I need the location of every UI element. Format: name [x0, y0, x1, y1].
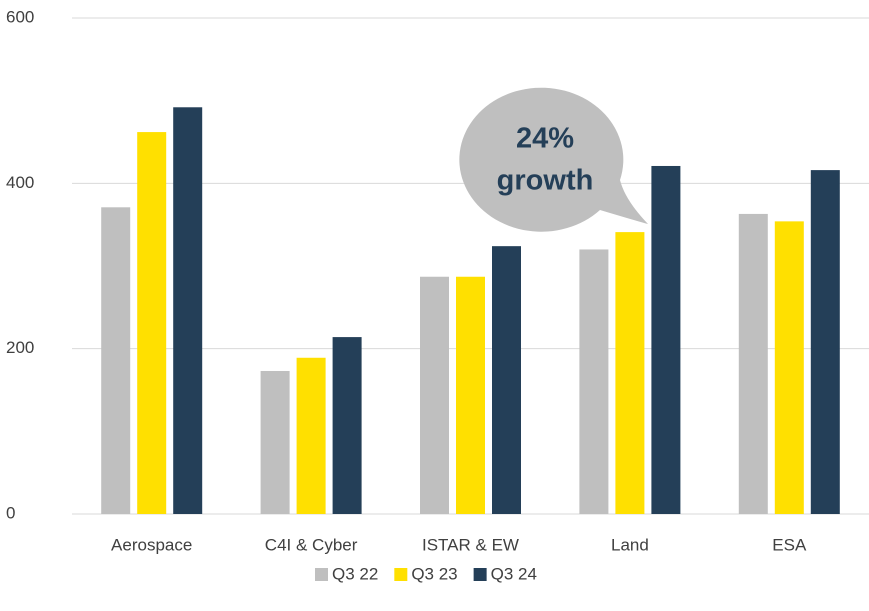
bar — [101, 207, 131, 514]
bar — [651, 165, 681, 514]
y-tick-label: 200 — [6, 338, 34, 357]
x-tick-label: ISTAR & EW — [422, 535, 519, 554]
legend-swatch — [394, 568, 408, 581]
callout-text: 24% — [516, 123, 574, 155]
y-tick-label: 600 — [6, 7, 34, 26]
x-tick-label: C4I & Cyber — [265, 535, 358, 554]
x-tick-label: Aerospace — [111, 535, 192, 554]
legend-label: Q3 24 — [491, 564, 537, 583]
bar — [332, 337, 362, 514]
bar — [810, 170, 840, 514]
bar — [615, 232, 645, 514]
y-tick-label: 0 — [6, 503, 15, 522]
callout-text: growth — [497, 165, 594, 197]
x-tick-label: ESA — [772, 535, 807, 554]
bar — [456, 276, 485, 514]
legend-swatch — [473, 568, 487, 581]
bar — [420, 276, 449, 514]
bar — [738, 213, 768, 515]
legend-label: Q3 22 — [332, 564, 378, 583]
bar — [173, 107, 203, 514]
bar — [137, 132, 167, 514]
bar — [260, 370, 290, 514]
x-tick-label: Land — [611, 535, 649, 554]
callout-bubble — [459, 87, 648, 232]
bar — [774, 221, 804, 515]
y-tick-label: 400 — [6, 173, 34, 192]
bar — [296, 357, 326, 514]
bar — [492, 246, 521, 514]
legend-label: Q3 23 — [411, 564, 457, 583]
legend-swatch — [315, 568, 328, 581]
bar — [579, 249, 609, 514]
